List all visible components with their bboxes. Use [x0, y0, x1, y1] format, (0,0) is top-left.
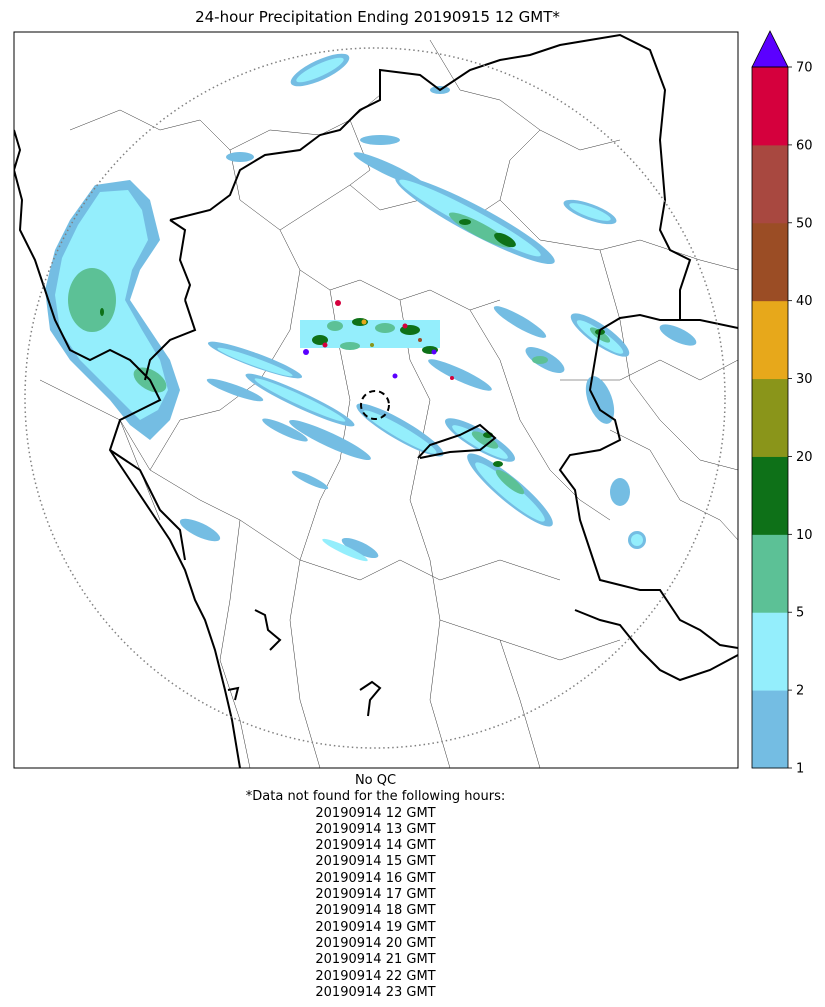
- colorbar-segment: [752, 67, 788, 146]
- missing-hour: 20190914 14 GMT: [315, 838, 436, 854]
- qc-note: No QC: [354, 773, 397, 788]
- colorbar-segment: [752, 456, 788, 535]
- colorbar-frame: [751, 66, 789, 769]
- map-title: 24-hour Precipitation Ending 20190915 12…: [195, 8, 560, 26]
- colorbar-tick-label: 40: [796, 294, 813, 309]
- colorbar-segment: [752, 534, 788, 613]
- colorbar-segment: [752, 300, 788, 380]
- colorbar-tick-label: 50: [796, 216, 813, 231]
- missing-hour: 20190914 12 GMT: [315, 805, 436, 821]
- colorbar-tick-label: 1: [796, 762, 804, 776]
- missing-hour: 20190914 19 GMT: [315, 919, 436, 935]
- map-frame: [13, 31, 739, 769]
- colorbar-segment: [752, 690, 788, 769]
- colorbar-segment: [752, 378, 788, 457]
- missing-data-header: *Data not found for the following hours:: [245, 789, 506, 805]
- missing-hour: 20190914 16 GMT: [315, 870, 436, 886]
- radar-location-ring: [360, 390, 390, 420]
- colorbar-segment: [752, 222, 788, 302]
- colorbar-tick-label: 30: [796, 372, 813, 387]
- precipitation-map: 1 2 5 10 20 30 40 50 60 70: [13, 30, 813, 776]
- missing-hour: 20190914 13 GMT: [315, 821, 436, 837]
- convective-cluster: [300, 300, 454, 380]
- colorbar-tick-label: 60: [796, 138, 813, 153]
- colorbar-segment: [752, 144, 788, 224]
- colorbar-segment: [752, 612, 788, 691]
- missing-hour: 20190914 23 GMT: [315, 984, 436, 1000]
- colorbar-extend-arrow: [751, 30, 789, 68]
- colorbar: 1 2 5 10 20 30 40 50 60 70: [751, 30, 813, 776]
- colorbar-tick-label: 2: [796, 684, 804, 699]
- notes-block: No QC *Data not found for the following …: [0, 773, 751, 1001]
- precip-2-5mm: [55, 57, 643, 562]
- precip-1-2mm: [45, 53, 697, 559]
- radar-range-ring: [24, 47, 726, 749]
- state-boundaries: [14, 33, 738, 768]
- missing-hour: 20190914 17 GMT: [315, 887, 436, 903]
- colorbar-tick-label: 10: [796, 528, 813, 543]
- missing-hour: 20190914 15 GMT: [315, 854, 436, 870]
- colorbar-tick-label: 5: [796, 606, 804, 621]
- missing-hour: 20190914 20 GMT: [315, 935, 436, 951]
- missing-hour: 20190914 18 GMT: [315, 903, 436, 919]
- colorbar-tick-label: 70: [796, 61, 813, 76]
- missing-hour: 20190914 22 GMT: [315, 968, 436, 984]
- missing-hour: 20190914 21 GMT: [315, 952, 436, 968]
- colorbar-tick-label: 20: [796, 450, 813, 465]
